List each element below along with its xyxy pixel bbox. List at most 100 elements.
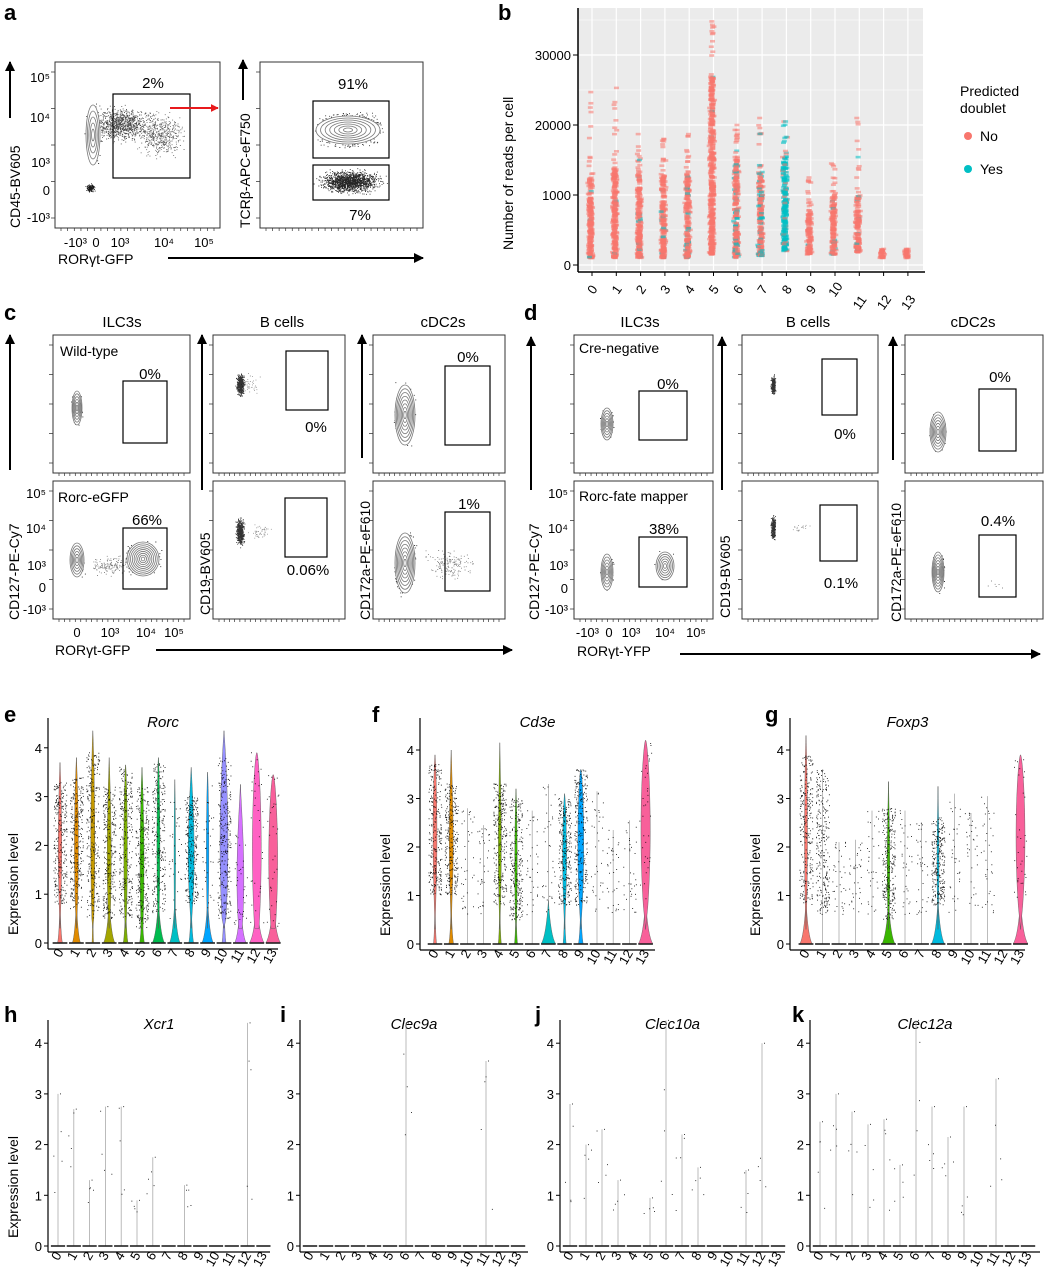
data-point — [660, 218, 666, 222]
data-point — [734, 149, 740, 153]
gene-title: Cd3e — [520, 714, 556, 731]
data-point — [611, 222, 617, 225]
x-tick-label: 4 — [490, 947, 507, 961]
violin-body — [936, 786, 940, 930]
panel-d: ILC3s B cells cDC2s Cre-negative Rorc-fa… — [526, 314, 1044, 659]
cell-dots — [135, 787, 150, 929]
data-point — [684, 230, 690, 234]
data-point — [758, 227, 764, 231]
density-contour — [394, 532, 416, 594]
data-point — [807, 238, 813, 242]
data-point — [710, 162, 716, 166]
x-tick-label: 8 — [688, 1249, 705, 1263]
gene-title: Clec12a — [897, 1016, 952, 1033]
gate-percent: 0% — [305, 419, 327, 436]
density-contour — [605, 420, 609, 428]
violin-cluster-6 — [151, 757, 166, 944]
cluster-points-0 — [585, 90, 596, 260]
data-point — [831, 239, 837, 242]
flow-plot — [209, 480, 346, 622]
data-point — [782, 219, 788, 223]
flow-plot — [369, 480, 506, 622]
data-point — [780, 171, 786, 175]
data-point — [636, 242, 642, 245]
density-contour — [658, 556, 672, 576]
cell-dots — [68, 1108, 77, 1168]
data-point — [708, 45, 714, 49]
data-point — [879, 255, 885, 258]
x-tick-label: 10 — [456, 1249, 476, 1269]
data-point — [805, 248, 811, 252]
data-point — [781, 243, 787, 246]
violin-body — [58, 762, 62, 929]
gate — [821, 358, 858, 416]
data-point — [709, 239, 715, 243]
cell-dots — [102, 786, 117, 919]
flow-plot-tcrb — [256, 61, 424, 231]
data-point — [781, 139, 787, 143]
data-point — [710, 39, 716, 43]
gate — [444, 511, 491, 592]
panel-label-c: c — [4, 300, 16, 325]
cell-dots — [832, 841, 847, 915]
data-point — [586, 252, 592, 255]
data-point — [829, 217, 835, 220]
data-point — [857, 217, 863, 221]
data-point — [756, 221, 762, 224]
x-tick-label: 6 — [656, 1249, 673, 1263]
y-tick-label: 2 — [287, 1138, 294, 1153]
plot-frame — [372, 480, 506, 620]
data-point — [611, 177, 617, 181]
data-point — [612, 239, 618, 242]
data-point — [659, 139, 665, 142]
data-point — [855, 197, 861, 200]
data-point — [829, 219, 835, 223]
density-contour — [403, 558, 407, 568]
violin-body — [188, 767, 195, 929]
y-tick-label: 0 — [43, 183, 50, 198]
data-point — [635, 186, 641, 190]
violin-cluster-5 — [642, 1197, 658, 1247]
data-point — [760, 193, 766, 197]
data-point — [783, 224, 789, 228]
data-point — [855, 122, 861, 126]
data-point — [781, 226, 787, 230]
cluster-points-2 — [634, 132, 645, 260]
violin-cluster-9 — [956, 1106, 972, 1247]
data-point — [806, 227, 812, 231]
data-point — [612, 198, 618, 202]
x-tick-label: 7 — [672, 1249, 689, 1263]
data-point — [831, 252, 837, 256]
cell-dots — [740, 1169, 749, 1213]
data-point — [781, 195, 787, 198]
violin-cluster-3 — [860, 1123, 876, 1247]
x-tick-label: 0 — [796, 947, 813, 961]
data-point — [636, 236, 642, 239]
data-point — [831, 207, 837, 211]
data-point — [854, 206, 860, 210]
y-tick-label: 3 — [35, 790, 42, 805]
data-point — [853, 204, 859, 207]
plot-frame — [904, 334, 1044, 474]
cluster-points-10 — [828, 162, 839, 256]
flow-plot — [570, 334, 714, 476]
axis-ticks — [901, 490, 1038, 622]
data-point — [710, 26, 716, 29]
row-label: Wild-type — [60, 343, 119, 359]
density-contour — [605, 568, 609, 576]
data-point — [661, 194, 667, 198]
data-point — [784, 237, 790, 241]
x-tick-label: 0 — [584, 282, 600, 297]
data-point — [856, 228, 862, 232]
data-point — [610, 233, 616, 237]
violin-cluster-0 — [52, 762, 68, 944]
gene-title: Clec9a — [391, 1016, 438, 1033]
data-point — [832, 196, 838, 199]
cell-dots — [542, 786, 556, 913]
density-contour — [87, 110, 100, 160]
data-point — [757, 217, 763, 220]
data-point — [637, 225, 643, 229]
cluster-points-3 — [658, 137, 669, 260]
cell-dots — [948, 801, 961, 913]
